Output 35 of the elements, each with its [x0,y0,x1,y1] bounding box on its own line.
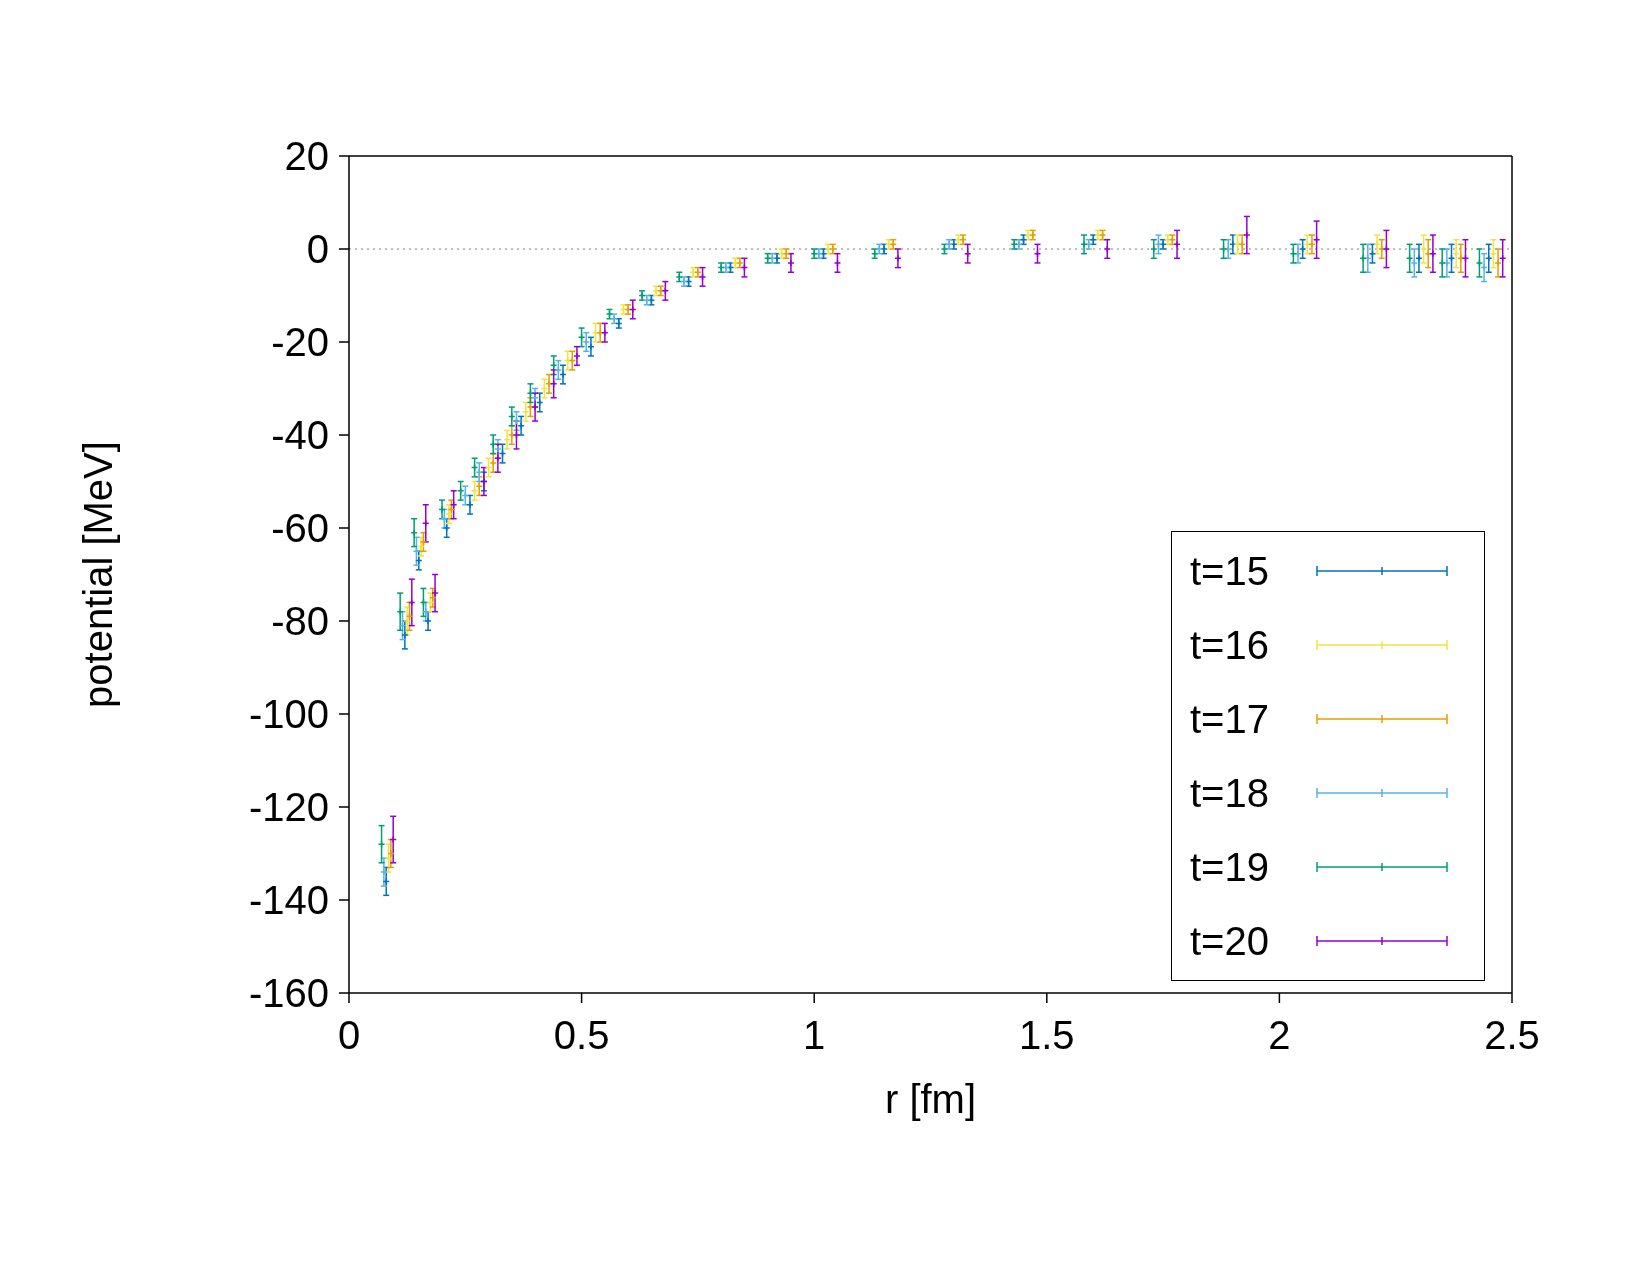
x-tick-label: 0 [337,1013,361,1058]
y-axis-title: potential [MeV] [76,441,121,708]
legend-label: t=17 [1190,696,1270,742]
y-tick-label: -60 [271,506,329,551]
x-tick-label: 1 [803,1013,826,1058]
point [1150,245,1158,253]
y-tick-label: -160 [248,971,329,1016]
point [1438,259,1446,267]
y-tick-label: 20 [284,134,329,179]
x-tick-label: 0.5 [553,1013,610,1058]
legend-label: t=18 [1190,770,1270,816]
y-tick-label: -120 [248,785,329,830]
y-tick-label: -40 [271,413,329,458]
y-tick-label: -20 [271,320,329,365]
x-tick-label: 2 [1268,1013,1291,1058]
legend-label: t=20 [1190,918,1270,964]
point [573,352,581,360]
legend-label: t=16 [1190,622,1270,668]
point [489,459,497,467]
x-tick-label: 1.5 [1019,1013,1075,1058]
point [1243,231,1251,239]
point [545,380,553,388]
y-tick-label: -80 [271,599,329,644]
y-tick-label: -140 [248,878,329,923]
y-tick-label: 0 [306,227,329,272]
x-axis-title: r [fm] [884,1077,977,1121]
legend-label: t=15 [1190,548,1270,594]
point [787,259,795,267]
point [1494,259,1502,267]
y-tick-label: -100 [248,692,329,737]
legend-label: t=19 [1190,844,1270,890]
point [466,501,474,509]
x-tick-label: 2.5 [1484,1013,1540,1058]
point [1443,259,1451,267]
point [522,408,530,416]
